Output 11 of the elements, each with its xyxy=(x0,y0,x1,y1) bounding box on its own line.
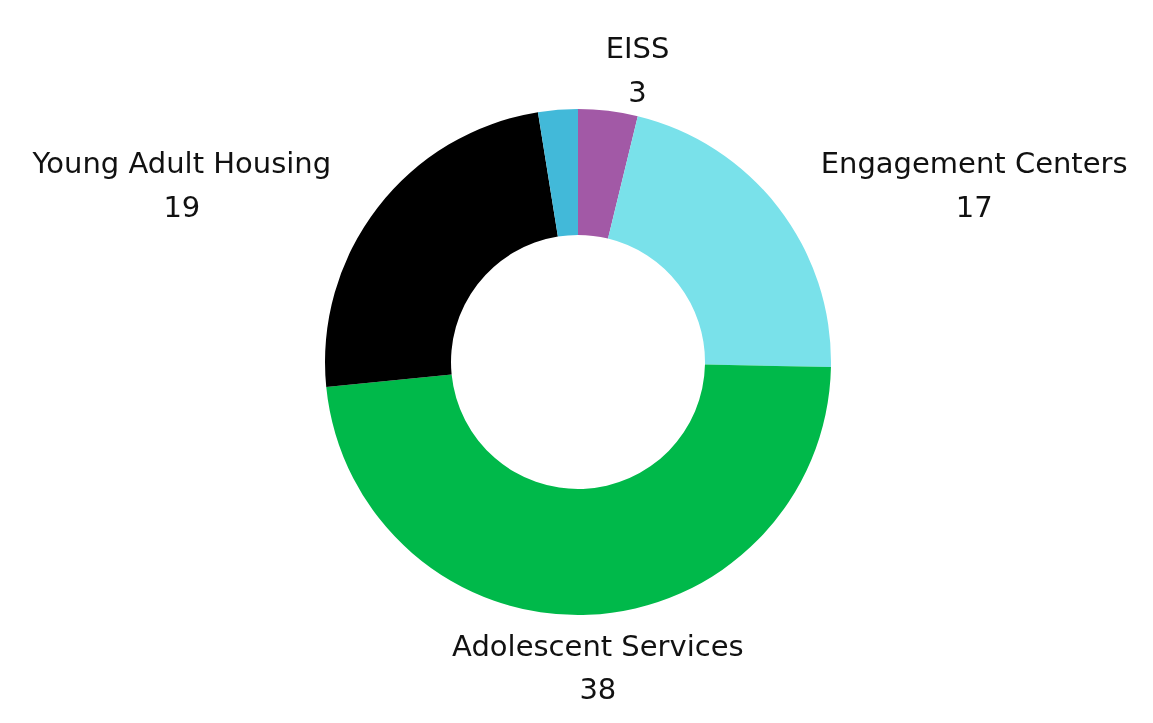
data-label: 19 xyxy=(163,189,201,224)
donut-slice xyxy=(578,109,638,239)
donut-slice xyxy=(537,109,578,237)
donut-slice xyxy=(326,364,831,615)
slice-label: Engagement Centers xyxy=(820,146,1128,181)
slice-label: Adolescent Services xyxy=(452,628,744,663)
slice-label: EISS xyxy=(605,31,670,66)
data-label: 17 xyxy=(955,189,993,224)
data-label: 3 xyxy=(628,74,647,109)
slice-label: Young Adult Housing xyxy=(31,146,332,181)
data-label: 38 xyxy=(579,672,617,707)
